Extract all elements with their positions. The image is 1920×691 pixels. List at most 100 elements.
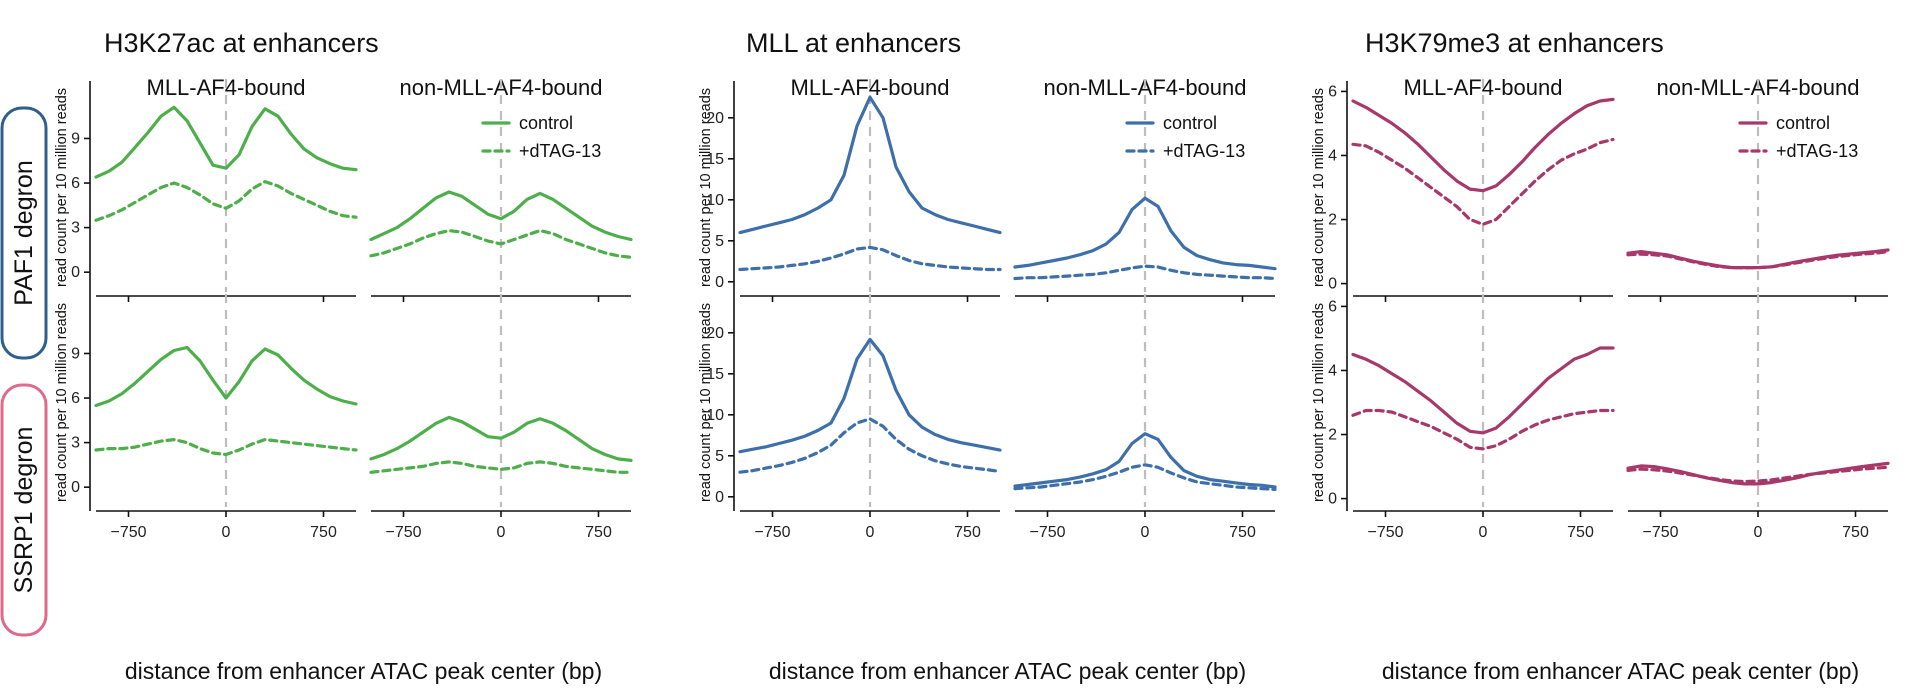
y-tick-label: 10 xyxy=(706,192,724,209)
group-title-h3k27ac-at-enhancers: H3K27ac at enhancers xyxy=(104,28,379,58)
x-tick-label: 750 xyxy=(954,524,981,541)
series-line-control xyxy=(94,345,358,408)
series-line-dtag-13 xyxy=(94,438,358,457)
panel-h3k79me3-at-enhancers-paf1-degron-non-mll-af4-bound: control +dTAG-13 xyxy=(1626,79,1890,302)
legend-label-dtag-13: +dTAG-13 xyxy=(1163,141,1245,161)
y-tick-label: 9 xyxy=(71,345,80,362)
series-line-control xyxy=(1351,346,1615,435)
series-line-dtag-13 xyxy=(1626,465,1890,484)
panel-h3k27ac-at-enhancers-ssrp1-degron-non-mll-af4-bound: −750 0 750 xyxy=(369,294,633,541)
panel-h3k79me3-at-enhancers-ssrp1-degron-non-mll-af4-bound: −750 0 750 xyxy=(1626,294,1890,541)
series-line-dtag-13 xyxy=(94,180,358,222)
x-tick-label: 0 xyxy=(497,524,506,541)
y-axis-label: read count per 10 million reads xyxy=(54,303,70,502)
x-tick-label: −750 xyxy=(754,524,790,541)
series-line-control xyxy=(1013,196,1277,271)
series-line-dtag-13 xyxy=(1013,264,1277,281)
x-tick-label: 0 xyxy=(222,524,231,541)
x-tick-label: 0 xyxy=(866,524,875,541)
x-tick-label: 750 xyxy=(310,524,337,541)
panel-h3k79me3-at-enhancers-paf1-degron-mll-af4-bound: 0 2 4 6 xyxy=(1328,79,1615,302)
legend-label-dtag-13: +dTAG-13 xyxy=(1776,141,1858,161)
series-line-control xyxy=(738,337,1002,454)
y-tick-label: 2 xyxy=(1328,427,1337,444)
row-label-box xyxy=(0,383,48,637)
y-tick-label: 6 xyxy=(71,175,80,192)
panel-mll-at-enhancers-paf1-degron-mll-af4-bound: 0 5 10 15 20 xyxy=(706,79,1002,302)
y-tick-label: 3 xyxy=(71,435,80,452)
x-axis-label: distance from enhancer ATAC peak center … xyxy=(1382,658,1859,684)
legend-label-control: control xyxy=(1776,113,1830,133)
series-line-control xyxy=(369,415,633,462)
legend: control +dTAG-13 xyxy=(481,113,601,161)
panel-mll-at-enhancers-ssrp1-degron-mll-af4-bound: −750 0 750 0 5 10 15 20 xyxy=(706,294,1002,541)
x-tick-label: −750 xyxy=(110,524,146,541)
x-tick-label: 0 xyxy=(1754,524,1763,541)
y-tick-label: 15 xyxy=(706,151,724,168)
legend-label-control: control xyxy=(519,113,573,133)
series-line-control xyxy=(738,95,1002,235)
y-tick-label: 6 xyxy=(1328,298,1337,315)
x-tick-label: −750 xyxy=(1367,524,1403,541)
x-axis-label: distance from enhancer ATAC peak center … xyxy=(125,658,602,684)
legend: control +dTAG-13 xyxy=(1125,113,1245,161)
y-tick-label: 3 xyxy=(71,220,80,237)
group-title-h3k79me3-at-enhancers: H3K79me3 at enhancers xyxy=(1365,28,1664,58)
panel-h3k79me3-at-enhancers-ssrp1-degron-mll-af4-bound: −750 0 750 0 2 4 6 xyxy=(1328,294,1615,541)
panel-h3k27ac-at-enhancers-paf1-degron-mll-af4-bound: 0 3 6 9 xyxy=(71,79,358,302)
series-line-control xyxy=(94,105,358,179)
y-axis-label: read count per 10 million reads xyxy=(1311,88,1327,287)
y-axis-label: read count per 10 million reads xyxy=(1311,303,1327,502)
x-tick-label: −750 xyxy=(1642,524,1678,541)
series-line-control xyxy=(1013,432,1277,489)
y-tick-label: 0 xyxy=(71,479,80,496)
y-tick-label: 20 xyxy=(706,325,724,342)
panel-mll-at-enhancers-ssrp1-degron-non-mll-af4-bound: −750 0 750 xyxy=(1013,294,1277,541)
x-tick-label: −750 xyxy=(385,524,421,541)
x-tick-label: 750 xyxy=(1842,524,1869,541)
series-line-dtag-13 xyxy=(369,229,633,259)
series-line-dtag-13 xyxy=(738,417,1002,474)
y-tick-label: 6 xyxy=(1328,83,1337,100)
series-line-control xyxy=(369,190,633,242)
y-tick-label: 6 xyxy=(71,390,80,407)
series-line-dtag-13 xyxy=(738,245,1002,272)
group-title-mll-at-enhancers: MLL at enhancers xyxy=(746,28,961,58)
series-line-control xyxy=(1626,461,1890,486)
row-label-paf1-degron: PAF1 degron xyxy=(0,106,48,360)
y-axis-label: read count per 10 million reads xyxy=(698,88,714,287)
y-tick-label: 0 xyxy=(71,264,80,281)
legend: control +dTAG-13 xyxy=(1738,113,1858,161)
panel-h3k27ac-at-enhancers-paf1-degron-non-mll-af4-bound: control +dTAG-13 xyxy=(369,79,633,302)
panel-mll-at-enhancers-paf1-degron-non-mll-af4-bound: control +dTAG-13 xyxy=(1013,79,1277,302)
y-tick-label: 4 xyxy=(1328,147,1337,164)
legend-label-control: control xyxy=(1163,113,1217,133)
y-tick-label: 10 xyxy=(706,407,724,424)
legend-label-dtag-13: +dTAG-13 xyxy=(519,141,601,161)
x-axis-label: distance from enhancer ATAC peak center … xyxy=(769,658,1246,684)
y-tick-label: 15 xyxy=(706,366,724,383)
y-tick-label: 9 xyxy=(71,130,80,147)
panel-h3k27ac-at-enhancers-ssrp1-degron-mll-af4-bound: −750 0 750 0 3 6 9 xyxy=(71,294,358,541)
y-axis-label: read count per 10 million reads xyxy=(698,303,714,502)
series-line-dtag-13 xyxy=(1351,137,1615,226)
series-line-dtag-13 xyxy=(1626,250,1890,270)
y-tick-label: 0 xyxy=(715,274,724,291)
y-tick-label: 0 xyxy=(1328,491,1337,508)
row-label-box xyxy=(0,106,48,360)
x-tick-label: 750 xyxy=(585,524,612,541)
series-line-control xyxy=(1351,97,1615,193)
series-line-dtag-13 xyxy=(369,460,633,474)
y-tick-label: 0 xyxy=(1328,276,1337,293)
y-tick-label: 20 xyxy=(706,110,724,127)
row-label-text: SSRP1 degron xyxy=(10,427,38,594)
x-tick-label: 750 xyxy=(1567,524,1594,541)
y-tick-label: 2 xyxy=(1328,212,1337,229)
y-tick-label: 5 xyxy=(715,233,724,250)
y-axis-label: read count per 10 million reads xyxy=(54,88,70,287)
row-label-text: PAF1 degron xyxy=(10,160,38,305)
x-tick-label: −750 xyxy=(1029,524,1065,541)
y-tick-label: 5 xyxy=(715,448,724,465)
y-tick-label: 0 xyxy=(715,489,724,506)
